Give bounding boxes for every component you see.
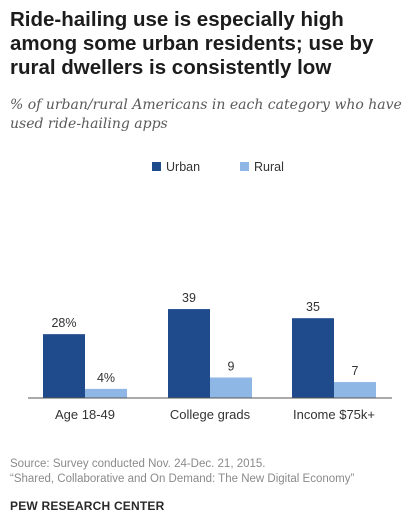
source-note: Source: Survey conducted Nov. 24-Dec. 21… [10,457,410,487]
data-label-rural-1: 9 [228,359,235,373]
category-label-1: College grads [170,407,251,422]
bar-rural-2 [334,382,376,398]
bar-chart: Urban Rural 28% 4% Age 18-49 39 9 College grads… [28,160,392,422]
legend-label-rural: Rural [254,160,284,174]
chart-subtitle: % of urban/rural Americans in each categ… [10,97,402,132]
bar-urban-1 [168,309,210,398]
bar-urban-2 [292,318,334,398]
bar-rural-1 [210,377,252,398]
data-label-urban-2: 35 [306,300,320,314]
bar-rural-0 [85,388,127,398]
data-label-urban-0: 28% [51,316,76,330]
legend-swatch-urban [152,162,161,171]
data-label-urban-1: 39 [182,291,196,305]
source-line-1: Source: Survey conducted Nov. 24-Dec. 21… [10,458,266,470]
category-label-0: Age 18-49 [55,407,115,422]
data-label-rural-2: 7 [352,364,359,378]
category-label-2: Income $75k+ [293,407,375,422]
publisher-footer: PEW RESEARCH CENTER [10,499,165,513]
chart-title: Ride-hailing use is especially high amon… [10,8,374,79]
data-label-rural-0: 4% [97,371,115,385]
legend-swatch-rural [240,162,249,171]
bar-urban-0 [43,334,85,398]
legend-label-urban: Urban [166,160,200,174]
source-line-2: “Shared, Collaborative and On Demand: Th… [10,473,355,485]
